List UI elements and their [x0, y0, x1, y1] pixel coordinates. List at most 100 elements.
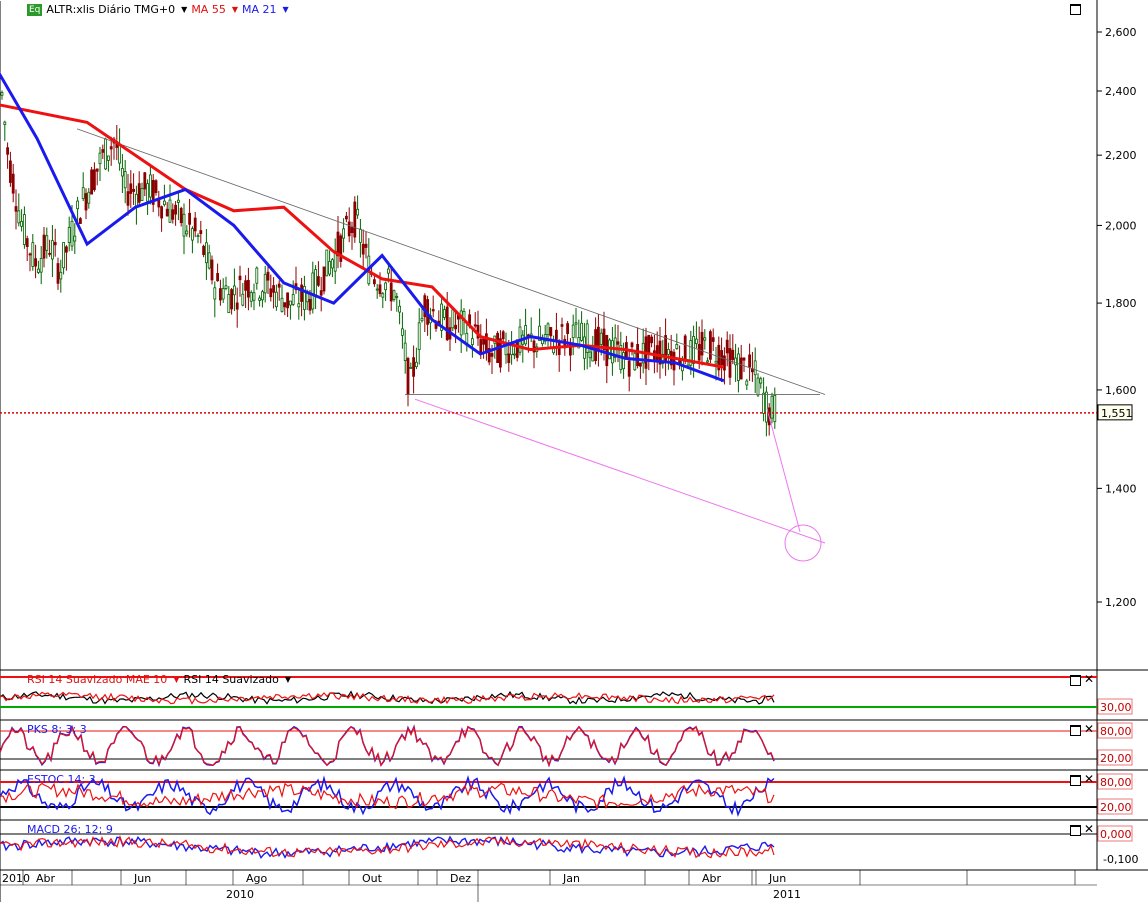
candle-body	[199, 230, 203, 235]
candle-body	[717, 344, 721, 371]
ma21-label[interactable]: MA 21	[241, 3, 277, 16]
candle-body	[479, 339, 483, 355]
maximize-icon[interactable]	[1070, 4, 1081, 15]
trendline-target	[766, 408, 801, 532]
candle-body	[107, 155, 110, 161]
candle-body	[202, 245, 206, 255]
level-label: -0,100	[1103, 853, 1138, 866]
indicator-line	[0, 782, 775, 811]
candle-body	[322, 266, 326, 292]
candle-body	[160, 206, 164, 219]
candle-body	[451, 309, 455, 329]
candle-body	[319, 290, 323, 296]
chevron-down-icon[interactable]: ▼	[282, 5, 289, 14]
candle-body	[31, 242, 35, 267]
chevron-down-icon[interactable]: ▼	[173, 675, 180, 684]
candle-body	[288, 300, 292, 306]
candle-body	[45, 235, 49, 251]
chevron-down-icon[interactable]: ▼	[231, 5, 238, 14]
month-label: Out	[362, 872, 383, 885]
candle-body	[93, 169, 96, 191]
candle-body	[283, 302, 287, 308]
candle-body	[95, 168, 99, 172]
candle-body	[532, 340, 536, 353]
candle-body	[62, 242, 65, 269]
candle-body	[487, 347, 491, 363]
current-price-box	[1097, 404, 1133, 421]
close-icon[interactable]: ✕	[1084, 822, 1095, 836]
month-label: 2010	[2, 872, 30, 885]
candle-body	[339, 235, 343, 262]
maximize-icon[interactable]	[1070, 725, 1081, 736]
chevron-down-icon[interactable]: ▼	[181, 5, 188, 14]
chart-header: Eq ALTR:xlis Diário TMG+0 ▼ MA 55 ▼ MA 21 ▼	[27, 3, 289, 16]
candle-body	[372, 279, 376, 285]
candle-body	[3, 121, 7, 125]
candle-body	[378, 284, 382, 295]
close-icon[interactable]: ✕	[1084, 672, 1095, 686]
candle-body	[358, 228, 362, 243]
maximize-icon[interactable]	[1070, 675, 1081, 686]
candle-body	[395, 296, 399, 298]
candle-body	[672, 351, 676, 371]
candle-body	[171, 209, 175, 220]
candle-body	[697, 344, 701, 361]
close-icon[interactable]: ✕	[1084, 722, 1095, 736]
price-tick-label: 1,600	[1105, 384, 1137, 397]
candle-body	[403, 342, 407, 361]
level-box	[1097, 698, 1133, 715]
candle-body	[588, 351, 592, 359]
candle-body	[765, 391, 768, 423]
level-label: 80,00	[1100, 725, 1132, 738]
candle-body	[442, 309, 446, 318]
close-icon[interactable]: ✕	[1084, 772, 1095, 786]
candle-body	[165, 208, 169, 217]
trendline-target	[414, 398, 826, 544]
month-label: Abr	[702, 872, 722, 885]
candle-body	[725, 339, 729, 354]
candle-body	[473, 324, 477, 327]
candle-body	[213, 287, 217, 300]
candle-body	[706, 360, 709, 363]
candle-body	[227, 294, 231, 314]
candle-body	[566, 323, 569, 334]
candle-body	[118, 144, 121, 164]
price-tick-label: 1,800	[1105, 297, 1137, 310]
rsi-title[interactable]: RSI 14 Suavizado MAE 10	[27, 673, 168, 686]
maximize-icon[interactable]	[1070, 825, 1081, 836]
candle-body	[67, 226, 71, 244]
rsi-title2[interactable]: RSI 14 Suavizado	[183, 673, 279, 686]
candle-body	[134, 193, 138, 207]
candle-body	[546, 323, 550, 336]
candle-body	[392, 290, 396, 300]
candle-body	[129, 183, 133, 194]
candle-body	[255, 267, 259, 284]
candle-body	[87, 191, 91, 204]
candle-body	[650, 336, 653, 344]
price-tick-label: 1,400	[1105, 482, 1137, 495]
price-tick-label: 2,600	[1105, 26, 1137, 39]
candle-body	[162, 200, 166, 206]
candle-body	[759, 378, 763, 384]
candle-body	[711, 337, 715, 342]
candle-body	[73, 235, 77, 242]
pks-title[interactable]: PKS 8; 3; 3	[27, 723, 87, 736]
chevron-down-icon[interactable]: ▼	[284, 675, 291, 684]
candle-body	[176, 199, 180, 203]
macd-title[interactable]: MACD 26; 12; 9	[27, 823, 113, 836]
candle-body	[386, 268, 390, 274]
candle-body	[675, 343, 679, 349]
candle-body	[104, 138, 107, 170]
candle-body	[406, 358, 410, 395]
candle-body	[263, 273, 267, 294]
candle-body	[79, 218, 82, 224]
candle-body	[549, 327, 553, 337]
maximize-icon[interactable]	[1070, 775, 1081, 786]
price-tick-label: 2,400	[1105, 85, 1137, 98]
candle-body	[314, 269, 318, 296]
candle-body	[230, 289, 234, 310]
ma55-label[interactable]: MA 55	[191, 3, 226, 16]
estoc-title[interactable]: ESTOC 14; 3	[27, 773, 96, 786]
symbol-label[interactable]: ALTR:xlis Diário TMG+0	[46, 3, 176, 16]
